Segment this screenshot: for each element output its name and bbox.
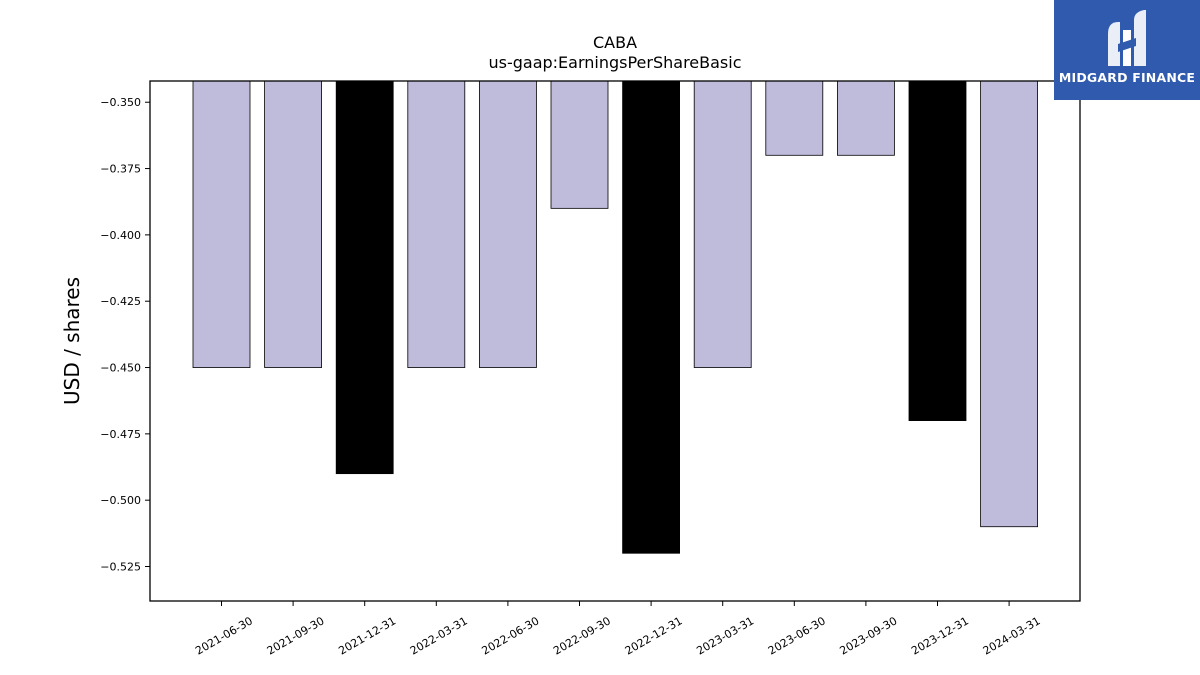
bar-2022-06-30 (478, 80, 537, 368)
bar-2021-09-30 (264, 80, 323, 368)
chart-title: CABA (593, 33, 637, 52)
logo-text: MIDGARD FINANCE (1058, 70, 1196, 85)
x-tick-label: 2022-03-31 (408, 614, 470, 657)
y-axis-ticks: −0.350 −0.375 −0.400 −0.425 −0.450 −0.475 −0.5… (100, 96, 150, 574)
y-tick-label: −0.350 (100, 96, 141, 109)
bar-2022-03-31 (407, 80, 466, 368)
bar-2024-03-31 (980, 80, 1038, 528)
x-tick-label: 2023-03-31 (694, 614, 756, 657)
x-tick-label: 2022-12-31 (623, 614, 685, 657)
brand-logo: MIDGARD FINANCE (1054, 0, 1200, 100)
chart-subtitle: us-gaap:EarningsPerShareBasic (488, 53, 741, 72)
y-tick-label: −0.475 (100, 428, 141, 441)
bars-group (192, 80, 1038, 554)
y-tick-label: −0.375 (100, 163, 141, 176)
x-tick-label: 2021-09-30 (265, 614, 327, 657)
y-axis-label: USD / shares (60, 277, 84, 405)
bar-2023-06-30 (765, 80, 824, 156)
x-tick-label: 2022-09-30 (551, 614, 613, 657)
x-tick-label: 2023-09-30 (838, 614, 900, 657)
bar-2021-06-30 (192, 80, 251, 368)
y-tick-label: −0.425 (100, 295, 141, 308)
midgard-logo-icon (1108, 10, 1146, 66)
x-tick-label: 2023-06-30 (766, 614, 828, 657)
bar-2022-09-30 (550, 80, 609, 209)
bar-2023-09-30 (837, 80, 895, 156)
x-tick-label: 2021-12-31 (336, 614, 398, 657)
bar-2023-12-31 (908, 80, 967, 421)
plot-frame (149, 80, 1081, 602)
bar-2023-03-31 (693, 80, 752, 368)
x-tick-label: 2023-12-31 (909, 614, 971, 657)
x-axis-ticks: 2021-06-30 2021-09-30 2021-12-31 2022-03-31… (193, 601, 1043, 658)
bar-2021-12-31 (335, 80, 394, 475)
x-tick-label: 2024-03-31 (981, 614, 1043, 657)
x-tick-label: 2022-06-30 (480, 614, 542, 657)
y-tick-label: −0.400 (100, 229, 141, 242)
y-tick-label: −0.525 (100, 561, 141, 574)
y-tick-label: −0.450 (100, 362, 141, 375)
y-tick-label: −0.500 (100, 494, 141, 507)
x-tick-label: 2021-06-30 (193, 614, 255, 657)
bar-2022-12-31 (622, 80, 680, 554)
